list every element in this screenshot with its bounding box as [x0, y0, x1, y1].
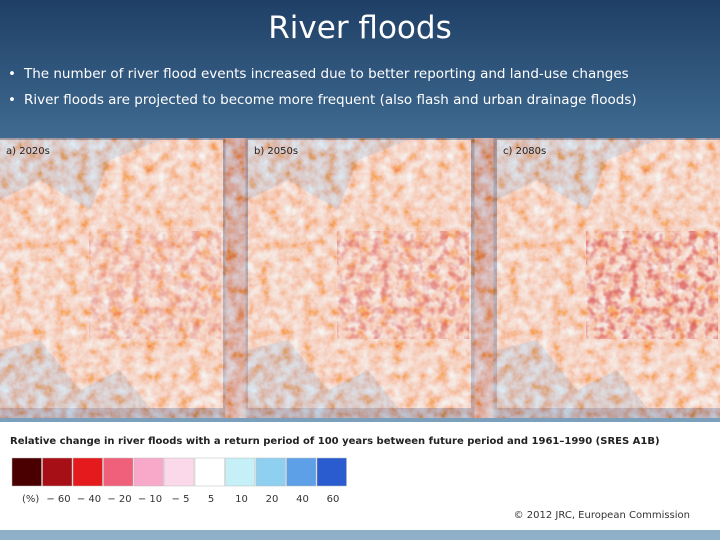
map: c) 2080s — [497, 140, 720, 408]
legend-swatch — [72, 457, 103, 487]
title: River floods — [268, 10, 452, 46]
legend-label: − 40 — [77, 494, 101, 505]
legend-label: − 60 — [46, 494, 70, 505]
map-texture — [100, 240, 210, 330]
map: a) 2020s — [0, 140, 223, 408]
legend-swatch — [164, 457, 195, 487]
bullet: River floods are projected to become mor… — [8, 92, 637, 108]
credit: © 2012 JRC, European Commission — [514, 510, 690, 521]
legend-label: 5 — [208, 494, 214, 505]
map-texture — [597, 240, 707, 330]
legend-label: − 10 — [138, 494, 162, 505]
map-label: b) 2050s — [254, 146, 298, 157]
legend-swatch — [42, 457, 73, 487]
legend-swatch — [225, 457, 256, 487]
map-texture — [348, 240, 458, 330]
legend-label: 40 — [296, 494, 309, 505]
legend-title: Relative change in river floods with a r… — [10, 436, 660, 447]
maps: a) 2020s b) 2050s c) 2080s — [0, 140, 720, 408]
legend-swatch — [133, 457, 164, 487]
legend-unit: (%) — [22, 494, 39, 505]
legend-label: − 5 — [172, 494, 190, 505]
legend: Relative change in river floods with a r… — [0, 422, 720, 530]
legend-label: 60 — [327, 494, 340, 505]
legend-label: 10 — [235, 494, 248, 505]
legend-swatch — [103, 457, 134, 487]
legend-swatch — [286, 457, 317, 487]
bullet: The number of river flood events increas… — [8, 66, 629, 82]
map: b) 2050s — [248, 140, 471, 408]
map-label: c) 2080s — [503, 146, 546, 157]
map-label: a) 2020s — [6, 146, 50, 157]
legend-swatch — [255, 457, 286, 487]
legend-label: − 20 — [107, 494, 131, 505]
legend-swatch — [316, 457, 347, 487]
legend-swatch — [194, 457, 225, 487]
legend-label: 20 — [266, 494, 279, 505]
legend-swatch — [11, 457, 42, 487]
legend-graphic: Relative change in river floods with a r… — [10, 436, 690, 521]
